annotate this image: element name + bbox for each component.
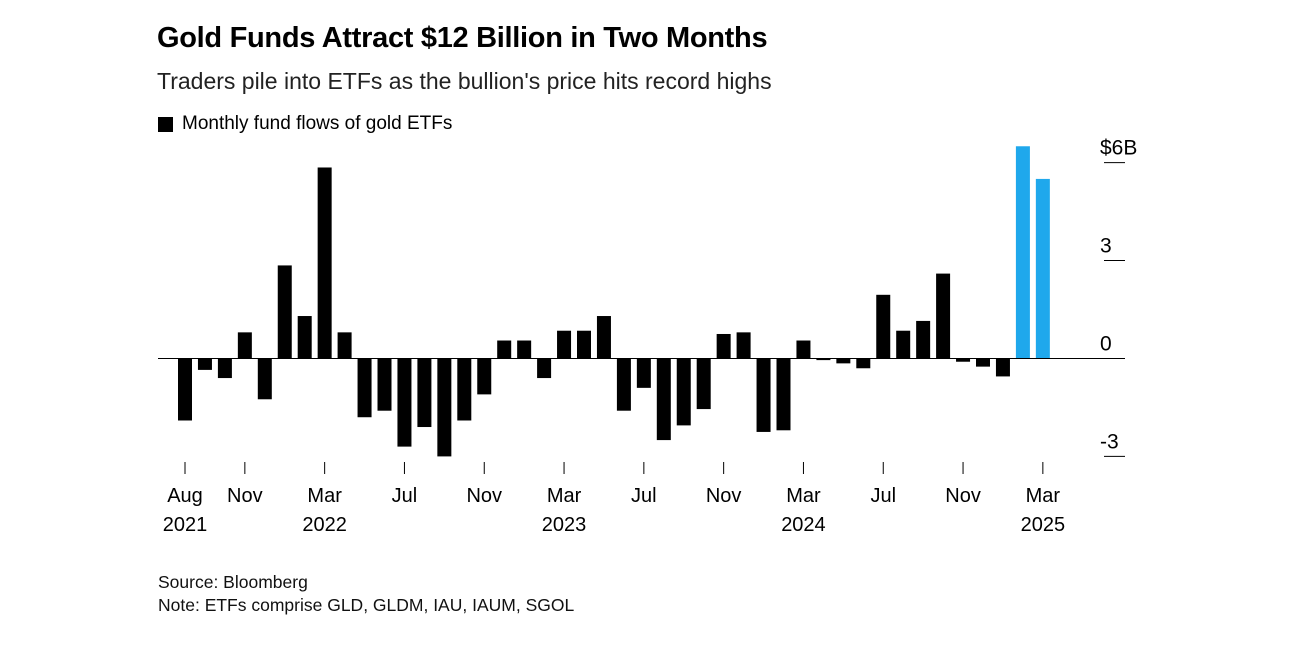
legend-swatch (158, 116, 173, 132)
y-axis: $6B 3 0 -3 (1100, 137, 1137, 457)
x-tick-label: Nov (945, 485, 981, 507)
bar-feb-2022 (297, 316, 312, 359)
bar-jul-2022 (397, 358, 412, 447)
bar-may-2023 (596, 316, 611, 359)
x-tick-label: Mar (307, 485, 342, 507)
x-tick-year-label: 2022 (302, 514, 347, 536)
bar-oct-2023 (696, 358, 711, 410)
bar-jun-2022 (377, 358, 392, 411)
source-text: Source: Bloomberg (158, 572, 308, 592)
bar-jan-2022 (277, 265, 292, 359)
y-tick-label: 3 (1100, 235, 1112, 258)
bar-nov-2021 (237, 332, 252, 359)
bar-jun-2023 (616, 358, 631, 411)
bar-feb-2025 (1015, 146, 1030, 359)
bar-may-2024 (836, 358, 851, 364)
bar-mar-2025 (1035, 178, 1050, 359)
x-tick-label: Mar (547, 485, 582, 507)
bar-nov-2022 (477, 358, 492, 395)
bar-mar-2023 (557, 330, 572, 359)
x-axis: Aug 2021 Nov Mar 2022 Jul Nov Mar 2023 Jul Nov Mar 2… (163, 462, 1065, 536)
x-tick-label: Nov (227, 485, 263, 507)
bar-sep-2022 (437, 358, 452, 457)
bar-sep-2024 (916, 320, 931, 359)
y-tick-label: $6B (1100, 137, 1137, 160)
x-tick-label: Aug (167, 485, 203, 507)
bar-aug-2024 (896, 330, 911, 359)
chart-subtitle: Traders pile into ETFs as the bullion's … (157, 68, 772, 94)
x-tick-year-label: 2021 (163, 514, 208, 536)
bar-aug-2023 (656, 358, 671, 441)
bar-dec-2022 (497, 340, 512, 359)
note-text: Note: ETFs comprise GLD, GLDM, IAU, IAUM… (158, 595, 575, 615)
bar-jul-2023 (636, 358, 651, 388)
x-tick-year-label: 2025 (1021, 514, 1066, 536)
bar-jan-2025 (995, 358, 1010, 377)
bar-jan-2024 (756, 358, 771, 432)
bar-jul-2024 (876, 294, 891, 359)
x-tick-label: Nov (706, 485, 742, 507)
bar-dec-2024 (976, 358, 990, 367)
x-tick-label: Jul (631, 485, 657, 507)
bar-aug-2021 (178, 358, 192, 421)
bar-sep-2021 (197, 358, 212, 370)
bar-chart: $6B 3 0 -3 Aug 2021 Nov Mar 2022 Jul Nov Mar 2023 Ju… (158, 137, 1137, 536)
chart-title: Gold Funds Attract $12 Billion in Two Mo… (157, 22, 768, 54)
bar-jan-2023 (517, 340, 532, 359)
x-tick-label: Jul (392, 485, 418, 507)
bar-apr-2023 (577, 330, 591, 359)
footer: Source: Bloomberg Note: ETFs comprise GL… (158, 571, 574, 617)
bar-feb-2023 (537, 358, 552, 379)
x-tick-label: Mar (786, 485, 821, 507)
bar-mar-2024 (796, 340, 811, 359)
bar-dec-2023 (736, 332, 751, 359)
bar-apr-2024 (816, 358, 831, 361)
y-tick-label: -3 (1100, 430, 1119, 453)
bar-oct-2021 (217, 358, 232, 379)
x-tick-year-label: 2023 (542, 514, 587, 536)
bar-jun-2024 (856, 358, 871, 369)
y-tick-label: 0 (1100, 332, 1112, 355)
bar-nov-2023 (716, 333, 731, 359)
legend-label: Monthly fund flows of gold ETFs (182, 113, 453, 134)
bar-may-2022 (357, 358, 372, 418)
x-tick-label: Jul (870, 485, 896, 507)
bar-mar-2022 (317, 167, 332, 359)
bar-feb-2024 (776, 358, 791, 431)
bars-group (178, 146, 1050, 457)
bar-oct-2024 (936, 273, 951, 359)
bar-nov-2024 (956, 358, 971, 362)
bar-sep-2023 (676, 358, 691, 426)
legend: Monthly fund flows of gold ETFs (158, 113, 452, 135)
x-tick-label: Mar (1026, 485, 1061, 507)
x-tick-year-label: 2024 (781, 514, 826, 536)
x-tick-label: Nov (466, 485, 502, 507)
bar-aug-2022 (417, 358, 432, 428)
bar-apr-2022 (337, 332, 352, 359)
bar-dec-2021 (257, 358, 272, 400)
bar-oct-2022 (457, 358, 472, 421)
